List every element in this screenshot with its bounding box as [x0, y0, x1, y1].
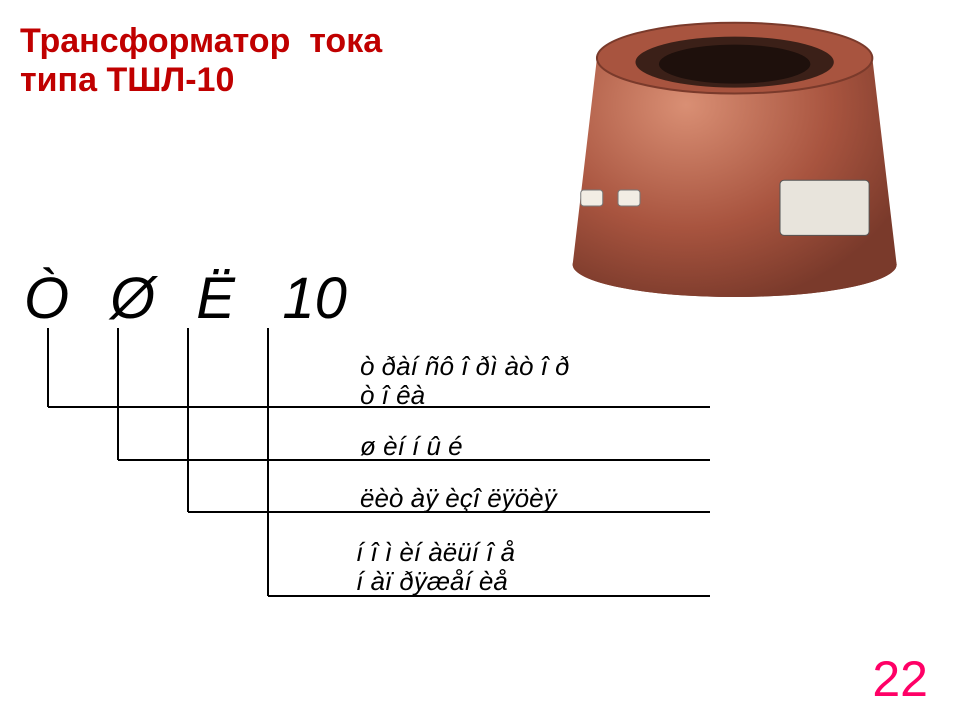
decode-line-2: ø èí í û é — [360, 432, 463, 461]
page-number: 22 — [872, 650, 928, 708]
device-svg — [520, 5, 925, 300]
decode-line-3: ëèò àÿ èçî ëÿöèÿ — [360, 484, 557, 513]
decode-line-1: ò ðàí ñô î ðì àò î ð ò î êà — [360, 352, 570, 409]
page-title: Трансформатор тока типа ТШЛ-10 — [20, 22, 382, 100]
code-letter-3: Ë — [196, 265, 266, 332]
slide: { "title": { "text": "Трансформатор тока… — [0, 0, 960, 720]
type-code: Ò Ø Ë 10 — [24, 265, 352, 332]
code-letter-2: Ø — [110, 265, 180, 332]
code-letter-1: Ò — [24, 265, 94, 332]
device-image — [520, 5, 925, 300]
decode-line-4: í î ì èí àëüí î å í àï ðÿæåí èå — [356, 538, 515, 595]
code-letter-4: 10 — [282, 265, 352, 332]
